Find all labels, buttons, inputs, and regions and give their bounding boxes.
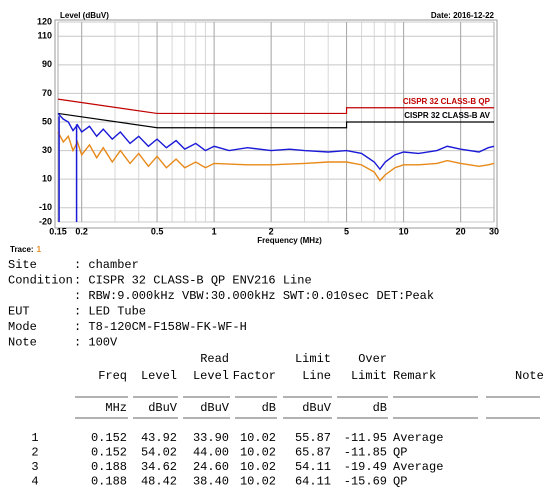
table-cell: 10.02 [240,446,276,460]
column-unit: dB [262,401,276,415]
y-tick-label: 120 [37,16,52,26]
info-value: : LED Tube [74,305,146,319]
column-header: Note [515,369,544,383]
x-tick-label: 10 [399,226,409,236]
info-label: Note [8,336,37,350]
info-value: : 100V [74,336,118,350]
y-tick-label: 110 [37,31,52,41]
table-cell: 65.87 [295,446,331,460]
table-cell: Average [393,431,443,445]
table-cell: 34.62 [141,460,177,474]
legend-label: CISPR 32 CLASS-B AV [404,111,490,120]
y-tick-label: 10 [42,174,52,184]
column-top: Limit [295,352,331,366]
table-cell: 54.11 [295,460,331,474]
x-tick-label: 2 [269,226,274,236]
x-axis-label: Frequency (MHz) [257,236,322,245]
table-cell: 0.152 [91,446,127,460]
table-cell: 3 [31,460,38,474]
column-header: Line [302,369,331,383]
column-header: Freq [98,369,127,383]
legend-label: CISPR 32 CLASS-B QP [403,97,491,106]
column-header: Remark [393,369,436,383]
table-cell: Average [393,460,443,474]
table-cell: 54.02 [141,446,177,460]
x-tick-label: 0.5 [151,226,164,236]
y-tick-label: 30 [42,145,52,155]
table-cell: 0.188 [91,460,127,474]
y-axis-label: Level (dBuV) [60,11,109,20]
series-line [57,98,494,115]
table-cell: 10.02 [240,431,276,445]
info-value: : chamber [74,258,139,272]
table-cell: 55.87 [295,431,331,445]
x-tick-label: 1 [212,226,217,236]
column-header: Level [141,369,177,383]
column-header: Limit [351,369,387,383]
table-cell: 10.02 [240,460,276,474]
y-tick-label: -10 [39,202,52,212]
x-tick-label: 5 [344,226,349,236]
column-unit: dBuV [148,401,178,415]
table-cell: 24.60 [193,460,229,474]
info-label: Site [8,258,37,272]
table-cell: 43.92 [141,431,177,445]
y-tick-label: 90 [42,59,52,69]
table-cell: 0.188 [91,475,127,489]
table-cell: 48.42 [141,475,177,489]
table-cell: -11.85 [344,446,387,460]
info-label: EUT [8,305,30,319]
column-top: Read [200,352,229,366]
y-tick-label: 50 [42,116,52,126]
table-cell: -11.95 [344,431,387,445]
column-unit: dB [373,401,387,415]
series-line [57,112,494,129]
x-tick-label: 30 [489,226,499,236]
info-value: : CISPR 32 CLASS-B QP ENV216 Line [74,274,312,288]
x-tick-label: 0.15 [49,226,67,236]
y-tick-label: -20 [39,216,52,226]
table-cell: QP [393,446,407,460]
table-cell: 10.02 [240,475,276,489]
series-line [57,112,495,171]
column-unit: dBuV [302,401,332,415]
plot-frame [54,19,498,229]
info-value: : RBW:9.000kHz VBW:30.000kHz SWT:0.010se… [74,289,434,303]
table-cell: -19.49 [344,460,387,474]
column-header: Level [193,369,229,383]
trace-label: Trace: 1 [10,245,42,254]
table-cell: 0.152 [91,431,127,445]
table-cell: -15.69 [344,475,387,489]
table-cell: 4 [31,475,38,489]
x-tick-label: 20 [456,226,466,236]
table-cell: QP [393,475,407,489]
column-top: Over [358,352,387,366]
info-label: Mode [8,320,37,334]
column-header: Factor [233,369,276,383]
trace-label-text: Trace: [10,245,34,254]
column-unit: MHz [105,401,127,415]
y-tick-label: 70 [42,88,52,98]
table-cell: 44.00 [193,446,229,460]
info-label: Condition [8,274,73,288]
table-cell: 64.11 [295,475,331,489]
info-value: : T8-120CM-F158W-FK-WF-H [74,320,247,334]
date: Date: 2016-12-22 [431,11,495,20]
table-cell: 2 [31,446,38,460]
x-tick-label: 0.2 [75,226,88,236]
trace-number: 1 [37,245,42,254]
table-cell: 1 [31,431,38,445]
column-unit: dBuV [200,401,230,415]
table-cell: 33.90 [193,431,229,445]
table-cell: 38.40 [193,475,229,489]
series-line [57,131,495,182]
